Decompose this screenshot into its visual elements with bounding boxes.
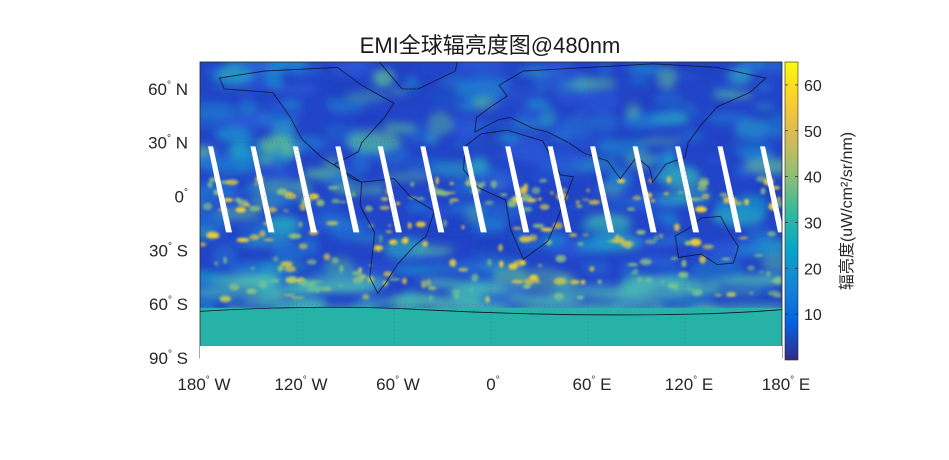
swath-gap <box>505 146 530 233</box>
swath-gap <box>377 146 402 233</box>
coastline-europe-asia <box>474 63 767 184</box>
colorbar-label: 辐亮度(uW/cm²/sr/nm) <box>838 132 856 290</box>
lat-tick-label: 30° N <box>148 134 188 153</box>
swath-gaps <box>208 146 782 233</box>
swath-gap <box>250 146 275 233</box>
lon-tick-label: 0° <box>486 375 499 394</box>
chart-title: EMI全球辐亮度图@480nm <box>359 33 621 58</box>
swath-gap <box>717 146 742 233</box>
coastline-south-america <box>359 178 435 295</box>
colorbar-tick-label: 50 <box>804 124 822 141</box>
colorbar-tick-label: 30 <box>804 215 822 232</box>
swath-gap <box>547 146 572 233</box>
coastline-greenland <box>378 62 458 90</box>
lat-tick-label: 60° N <box>148 80 188 99</box>
coastlines <box>218 62 767 295</box>
swath-gap <box>590 146 615 233</box>
lon-tick-label: 120° E <box>665 375 713 394</box>
swath-gap <box>760 146 782 233</box>
lon-tick-label: 60° E <box>573 375 612 394</box>
colorbar-tick-label: 20 <box>804 261 822 278</box>
swath-gap <box>462 146 487 233</box>
colorbar-tick-label: 10 <box>804 307 822 324</box>
lat-tick-label: 90° S <box>149 349 188 368</box>
lon-tick-label: 180° W <box>177 375 230 394</box>
swath-gap <box>208 146 232 233</box>
swath-gap <box>292 146 317 233</box>
swath-gap <box>335 146 360 233</box>
coastline-north-america <box>218 66 395 183</box>
lon-tick-label: 120° W <box>274 375 327 394</box>
lon-tick-label: 180° E <box>762 375 810 394</box>
swath-gap <box>675 146 700 233</box>
lon-tick-label: 60° W <box>376 375 420 394</box>
colorbar <box>784 61 799 361</box>
lat-tick-label: 30° S <box>149 241 188 260</box>
swath-gap <box>632 146 657 233</box>
lat-tick-label: 60° S <box>149 295 188 314</box>
lat-tick-label: 0° <box>175 188 188 207</box>
coastline-australia <box>674 215 739 266</box>
map-bottom-margin <box>200 346 782 360</box>
coastline-africa <box>463 129 575 261</box>
coastline-antarctica <box>200 306 782 316</box>
swath-gap <box>420 146 445 233</box>
colorbar-tick-label: 60 <box>804 78 822 95</box>
colorbar-tick-label: 40 <box>804 170 822 187</box>
